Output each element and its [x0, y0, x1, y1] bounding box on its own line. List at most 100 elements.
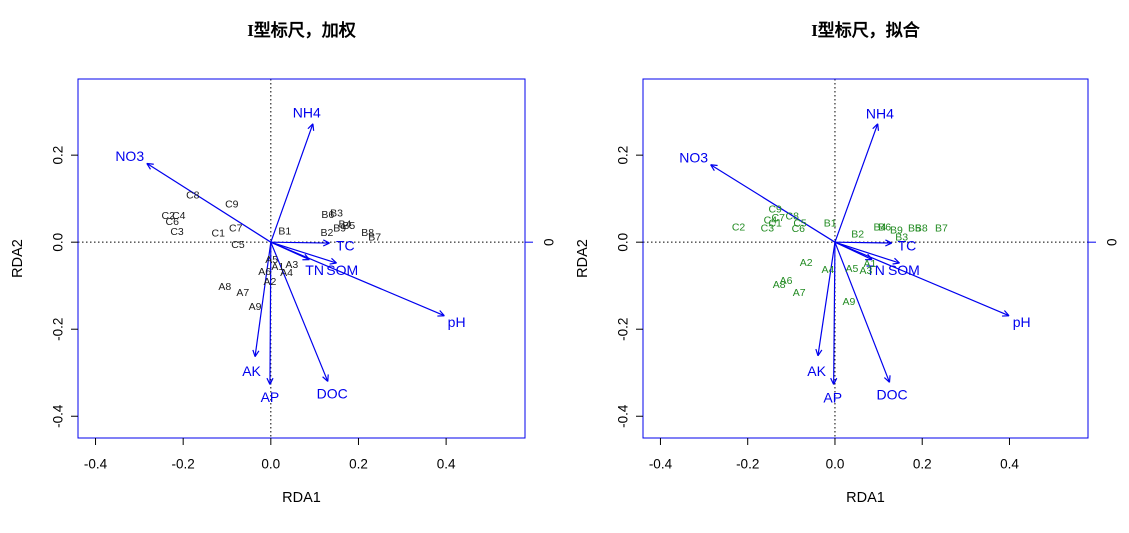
site-label-A1: A1	[271, 261, 284, 273]
x-tick-label: 0.4	[1000, 457, 1019, 472]
env-arrow-AK	[252, 242, 272, 357]
env-arrow-pH	[270, 241, 445, 317]
right-axis-zero-label: 0	[1105, 238, 1120, 246]
env-arrow-shaft	[834, 241, 891, 383]
env-arrowhead	[885, 242, 892, 247]
env-arrowhead	[885, 239, 892, 244]
site-label-A3: A3	[285, 259, 298, 271]
site-label-C4: C4	[764, 214, 778, 226]
site-label-A8: A8	[218, 281, 231, 293]
right-axis-zero-label: 0	[542, 238, 557, 246]
env-arrowhead	[252, 349, 256, 357]
env-arrowhead	[817, 349, 823, 357]
env-arrowhead	[877, 123, 880, 131]
env-arrow-shaft	[710, 164, 836, 243]
env-arrowhead	[254, 350, 260, 357]
env-arrow-NH4	[270, 123, 315, 243]
env-arrow-shaft	[833, 242, 836, 385]
site-label-A8: A8	[773, 279, 786, 291]
env-arrow-shaft	[834, 241, 892, 244]
env-label-SOM: SOM	[326, 262, 358, 278]
site-label-B5: B5	[908, 222, 921, 234]
y-tick-label: -0.4	[51, 404, 66, 428]
env-label-pH: pH	[1013, 314, 1031, 330]
env-label-AP: AP	[261, 389, 280, 405]
env-label-NO3: NO3	[679, 149, 708, 165]
env-arrowhead	[323, 239, 330, 244]
env-arrowhead	[146, 163, 152, 170]
y-tick-label: -0.2	[616, 318, 631, 341]
x-tick-label: -0.2	[172, 457, 195, 472]
env-arrow-NH4	[834, 123, 880, 243]
site-label-C2: C2	[732, 221, 746, 233]
site-label-B7: B7	[935, 222, 948, 234]
site-label-A1: A1	[863, 258, 876, 270]
env-arrow-shaft	[269, 242, 272, 385]
panel-title-left: I型标尺，加权	[247, 20, 357, 40]
site-label-A7: A7	[793, 287, 806, 299]
site-label-C3: C3	[761, 222, 775, 234]
site-label-A6: A6	[258, 266, 271, 278]
env-arrowhead	[322, 376, 329, 382]
env-arrowhead	[830, 377, 835, 385]
env-arrow-shaft	[834, 241, 1010, 317]
site-label-B7: B7	[368, 231, 381, 243]
site-label-A9: A9	[842, 296, 855, 308]
env-arrow-shaft	[270, 241, 329, 382]
env-label-NH4: NH4	[866, 105, 894, 121]
env-arrow-TC	[270, 239, 330, 247]
site-label-B8: B8	[361, 227, 374, 239]
plot-box	[642, 78, 1089, 439]
x-tick-label: 0.4	[437, 457, 456, 472]
site-label-B4: B4	[338, 218, 351, 230]
env-arrow-AP	[266, 242, 274, 385]
site-label-C6: C6	[792, 223, 806, 235]
site-label-C1: C1	[212, 227, 226, 239]
env-arrowhead	[888, 375, 891, 383]
site-label-C1: C1	[768, 217, 782, 229]
env-arrowhead	[329, 262, 337, 265]
env-arrow-NO3	[146, 162, 272, 243]
site-label-C5: C5	[231, 239, 245, 251]
site-label-A5: A5	[846, 263, 859, 275]
x-axis-title: RDA1	[282, 490, 321, 506]
env-arrow-SOM	[270, 241, 337, 265]
env-label-DOC: DOC	[877, 386, 908, 402]
env-arrow-shaft	[270, 241, 337, 264]
env-arrowhead	[312, 123, 315, 131]
site-label-A5: A5	[265, 254, 278, 266]
env-arrowhead	[439, 310, 445, 317]
env-label-AK: AK	[242, 363, 261, 379]
site-label-C8: C8	[186, 190, 200, 202]
env-arrowhead	[892, 262, 900, 265]
env-label-NO3: NO3	[115, 148, 144, 164]
site-label-C9: C9	[225, 198, 239, 210]
env-arrow-shaft	[834, 241, 900, 264]
site-label-A6: A6	[780, 275, 793, 287]
env-label-TN: TN	[866, 262, 885, 278]
env-arrow-shaft	[270, 241, 330, 244]
env-arrowhead	[1003, 310, 1010, 317]
env-arrow-shaft	[254, 242, 272, 357]
site-label-C2: C2	[162, 210, 176, 222]
site-label-B8: B8	[915, 222, 928, 234]
env-label-AK: AK	[807, 363, 826, 379]
panel-right: I型标尺，拟合 -0.4 -0.2 0.0 0.2 0.4 0.2 0.0 -0.2 -0.4 0 R…	[575, 20, 1120, 506]
env-arrow-DOC	[270, 241, 329, 382]
site-label-C8: C8	[785, 211, 799, 223]
env-label-NH4: NH4	[293, 105, 321, 121]
site-label-A9: A9	[249, 301, 262, 313]
env-arrowhead	[883, 377, 890, 383]
site-label-B3: B3	[330, 207, 343, 219]
site-label-B2: B2	[851, 228, 864, 240]
x-tick-label: 0.2	[913, 457, 932, 472]
x-tick-label: -0.2	[736, 457, 759, 472]
x-axis-title: RDA1	[846, 490, 885, 506]
site-label-A4: A4	[280, 267, 293, 279]
env-arrow-NO3	[710, 164, 836, 243]
env-arrow-shaft	[270, 241, 445, 317]
x-tick-label: -0.4	[649, 457, 673, 472]
site-label-C3: C3	[170, 226, 184, 238]
